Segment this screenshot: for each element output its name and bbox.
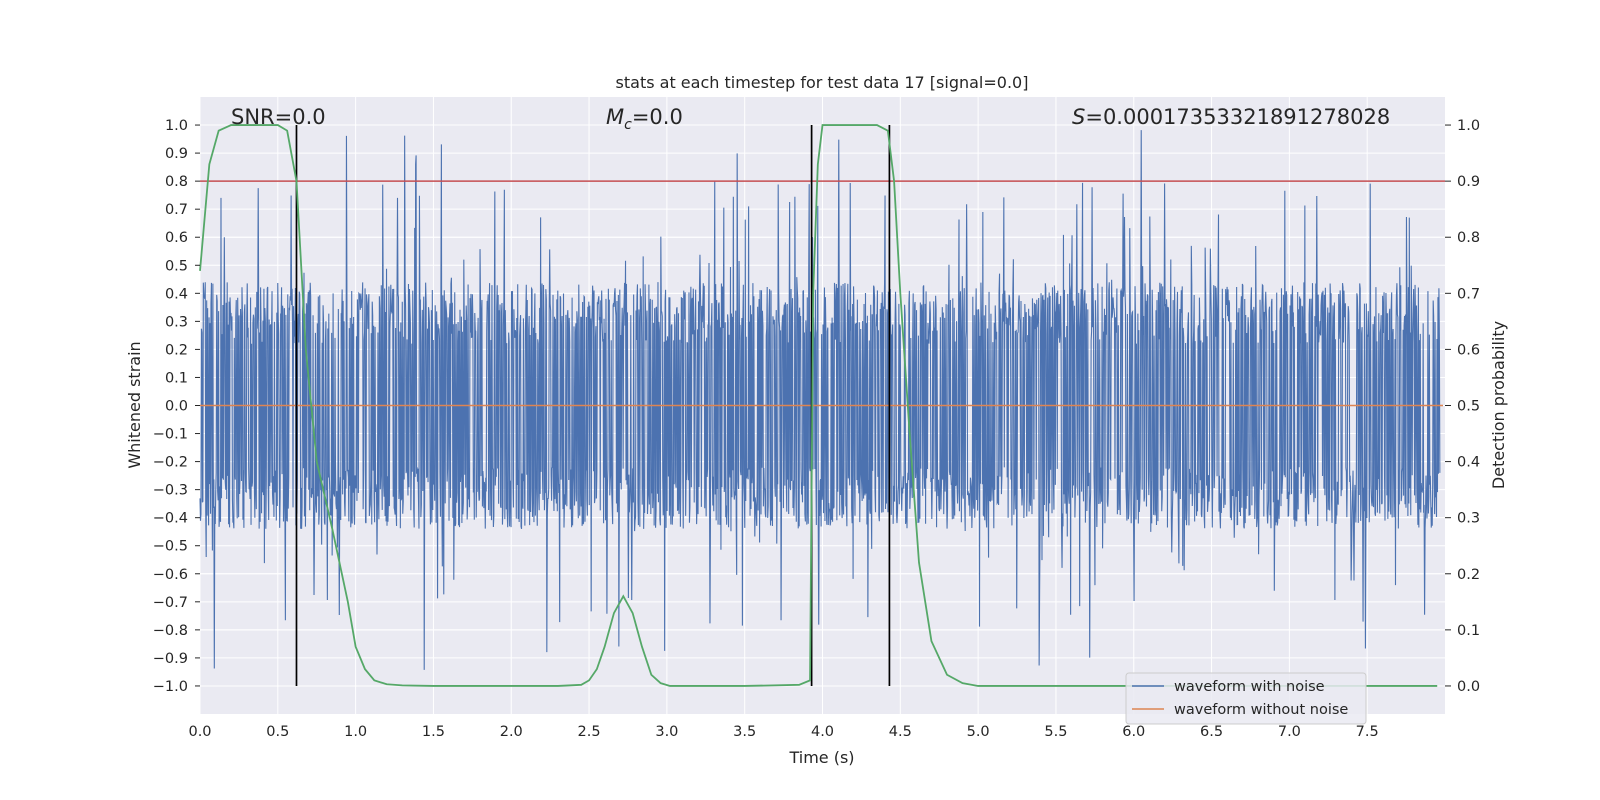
x-tick-label: 6.5 <box>1200 724 1223 740</box>
y-tick-label: 0.1 <box>165 370 188 386</box>
y2-axis-label: Detection probability <box>1489 321 1508 489</box>
y-tick-label: −0.4 <box>153 511 188 527</box>
y-tick-label: 0.6 <box>165 230 188 246</box>
x-axis-label: Time (s) <box>788 748 854 767</box>
score-value: =0.00017353321891278028 <box>1085 105 1390 129</box>
y-tick-label: 0.5 <box>165 258 188 274</box>
snr-annotation: SNR=0.0 <box>231 105 326 129</box>
y-tick-label: 0.4 <box>165 286 188 302</box>
y-tick-label: −0.9 <box>153 651 188 667</box>
noisy-waveform-line <box>199 130 1441 670</box>
overlay-lines <box>199 124 1445 687</box>
y2-tick-label: 0.1 <box>1457 623 1480 639</box>
x-tick-label: 5.5 <box>1044 724 1067 740</box>
y-tick-label: −0.6 <box>153 567 188 583</box>
legend-box <box>1125 672 1367 725</box>
x-tick-label: 2.5 <box>578 724 601 740</box>
x-axis: 0.0 0.5 1.0 1.5 2.0 2.5 3.0 3.5 4.0 4.5 5.0 5.5 6.0 6… <box>188 724 1378 740</box>
y-tick-label: 0.2 <box>165 342 188 358</box>
chirp-mass-symbol: M <box>606 105 624 129</box>
y-tick-label: −0.5 <box>153 539 188 555</box>
y2-tick-label: 1.0 <box>1457 118 1480 134</box>
chirp-mass-value: =0.0 <box>632 105 683 129</box>
y2-tick-label: 0.6 <box>1457 342 1480 358</box>
y2-tick-label: 0.0 <box>1457 679 1480 695</box>
y-tick-label: −0.1 <box>153 427 188 443</box>
x-tick-label: 7.5 <box>1356 724 1379 740</box>
x-tick-label: 7.0 <box>1278 724 1301 740</box>
detection-probability-line <box>199 124 1438 687</box>
y2-tick-label: 0.3 <box>1457 511 1480 527</box>
legend-label-noise: waveform with noise <box>1174 679 1325 695</box>
chirp-mass-subscript: c <box>624 117 632 133</box>
score-symbol: S <box>1072 105 1085 129</box>
y-tick-label: −0.7 <box>153 595 188 611</box>
x-tick-label: 4.5 <box>889 724 912 740</box>
x-tick-label: 1.5 <box>422 724 445 740</box>
y2-tick-label: 0.9 <box>1457 174 1480 190</box>
y-tick-label: 1.0 <box>165 118 188 134</box>
y-axis-right: 1.0 0.9 0.8 0.7 0.6 0.5 0.4 0.3 0.2 0.1 0.0 <box>1445 118 1480 695</box>
y-tick-label: −0.8 <box>153 623 188 639</box>
y-axis-label: Whitened strain <box>125 341 144 468</box>
y-tick-label: −1.0 <box>153 679 188 695</box>
x-tick-label: 0.0 <box>188 724 211 740</box>
y-tick-label: 0.9 <box>165 146 188 162</box>
score-annotation: S=0.00017353321891278028 <box>1072 105 1390 129</box>
x-tick-label: 2.0 <box>500 724 523 740</box>
y-tick-label: 0.8 <box>165 174 188 190</box>
x-tick-label: 4.0 <box>811 724 834 740</box>
y-tick-label: 0.7 <box>165 202 188 218</box>
y-tick-label: 0.0 <box>165 399 188 415</box>
chirp-mass-annotation: Mc=0.0 <box>606 105 683 133</box>
noisy-waveform <box>199 130 1441 670</box>
x-tick-label: 6.0 <box>1122 724 1145 740</box>
y-tick-label: 0.3 <box>165 314 188 330</box>
chart-title: stats at each timestep for test data 17 … <box>616 73 1029 92</box>
y2-tick-label: 0.2 <box>1457 567 1480 583</box>
y2-tick-label: 0.8 <box>1457 230 1480 246</box>
y-tick-label: −0.3 <box>153 483 188 499</box>
y-axis-left: 1.0 0.9 0.8 0.7 0.6 0.5 0.4 0.3 0.2 0.1 0.0 −0.1 −0.… <box>153 118 200 695</box>
x-tick-label: 5.0 <box>967 724 990 740</box>
y2-tick-label: 0.4 <box>1457 455 1480 471</box>
x-tick-label: 3.0 <box>655 724 678 740</box>
y-tick-label: −0.2 <box>153 455 188 471</box>
y2-tick-label: 0.7 <box>1457 286 1480 302</box>
legend-label-clean: waveform without noise <box>1174 702 1348 718</box>
x-tick-label: 3.5 <box>733 724 756 740</box>
legend: waveform with noise waveform without noi… <box>1125 672 1367 725</box>
x-tick-label: 1.0 <box>344 724 367 740</box>
y2-tick-label: 0.5 <box>1457 399 1480 415</box>
x-tick-label: 0.5 <box>266 724 289 740</box>
